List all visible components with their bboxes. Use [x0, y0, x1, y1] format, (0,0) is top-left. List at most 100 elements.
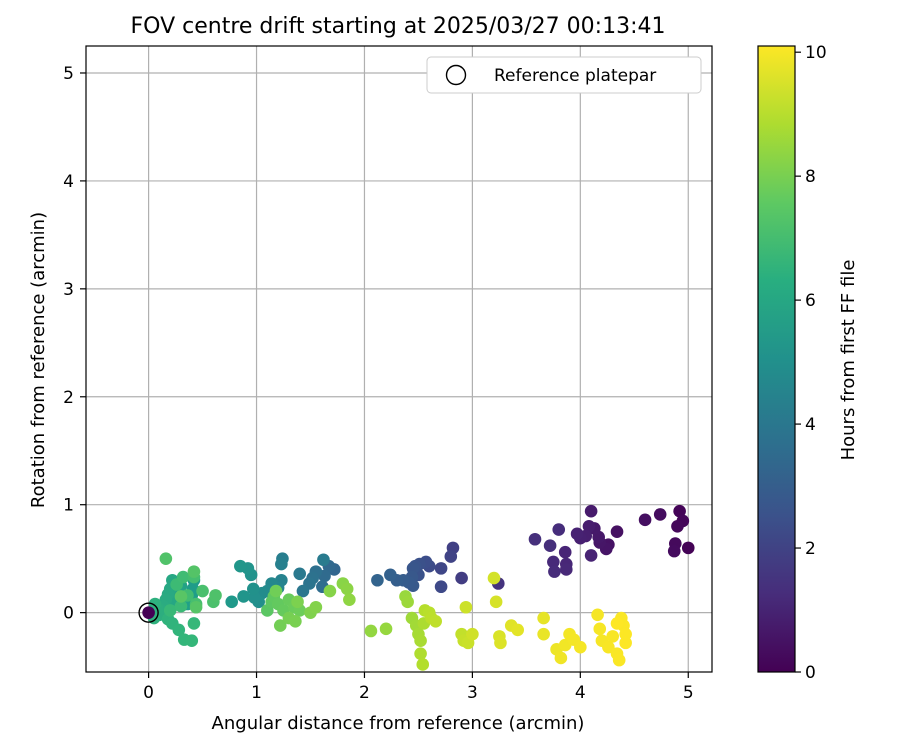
data-point — [317, 553, 330, 567]
x-axis-ticks: 0 1 2 3 4 5 — [143, 672, 694, 703]
y-axis-label: Rotation from reference (arcmin) — [28, 212, 49, 508]
data-point — [209, 589, 222, 602]
data-point — [414, 647, 427, 660]
data-point — [343, 593, 356, 606]
data-point — [489, 595, 503, 609]
data-point — [444, 550, 458, 563]
data-point — [602, 640, 615, 654]
data-point — [537, 627, 550, 641]
colorbar: 0 2 4 6 8 10 Hours from first FF file — [757, 43, 859, 683]
data-point — [552, 523, 566, 536]
data-point — [584, 504, 598, 518]
data-point — [548, 565, 561, 578]
y-tick-label: 2 — [63, 388, 74, 408]
data-point — [543, 539, 557, 553]
data-point — [610, 617, 624, 630]
reference-point-fill — [142, 606, 155, 619]
data-point — [159, 552, 173, 565]
legend: Reference platepar — [426, 56, 702, 94]
data-point — [289, 614, 302, 628]
data-point — [619, 636, 632, 650]
data-point — [371, 573, 384, 587]
legend-box — [426, 56, 702, 94]
data-point — [584, 549, 598, 562]
data-point — [681, 541, 695, 555]
data-point — [559, 563, 573, 576]
legend-entry-reference: Reference platepar — [494, 66, 656, 86]
y-tick-label: 1 — [63, 496, 74, 516]
data-point — [401, 595, 414, 609]
data-point — [606, 630, 620, 643]
data-point — [619, 627, 632, 641]
x-tick-label: 2 — [359, 683, 370, 703]
colorbar-tick-label: 6 — [805, 291, 816, 311]
data-point — [671, 519, 684, 533]
grid-lines — [86, 46, 712, 672]
data-point — [582, 519, 596, 533]
data-point — [511, 623, 525, 637]
data-point — [323, 584, 337, 598]
y-axis-ticks: 0 1 2 3 4 5 — [63, 64, 86, 624]
data-point — [466, 627, 479, 641]
data-point — [554, 651, 568, 665]
data-point — [574, 640, 587, 654]
data-point — [494, 636, 507, 650]
data-point — [384, 568, 397, 582]
data-point — [225, 595, 239, 609]
data-point — [189, 600, 203, 614]
data-point — [187, 617, 201, 630]
data-point — [174, 590, 188, 603]
y-tick-label: 4 — [63, 172, 74, 192]
x-axis-label: Angular distance from reference (arcmin) — [212, 713, 585, 734]
colorbar-ticks: 0 2 4 6 8 10 — [795, 43, 827, 683]
y-tick-label: 3 — [63, 280, 74, 300]
colorbar-tick-label: 0 — [805, 663, 816, 683]
data-point — [570, 527, 584, 541]
data-point — [340, 582, 354, 596]
data-point — [185, 634, 199, 647]
data-point — [269, 584, 283, 598]
x-tick-label: 0 — [143, 683, 154, 703]
data-point — [434, 580, 448, 594]
data-point — [172, 623, 186, 637]
data-point — [429, 614, 442, 628]
data-point — [148, 597, 162, 611]
colorbar-gradient — [757, 45, 796, 673]
data-point — [459, 600, 473, 614]
x-tick-label: 3 — [467, 683, 478, 703]
data-point — [364, 624, 378, 638]
data-point — [293, 567, 307, 581]
data-point — [273, 619, 287, 632]
data-point — [187, 565, 201, 578]
x-tick-label: 5 — [683, 683, 694, 703]
data-point — [591, 608, 604, 622]
data-point — [275, 557, 288, 571]
data-point — [246, 582, 260, 596]
reference-marker-layer — [138, 602, 159, 623]
data-point — [528, 532, 542, 546]
data-point — [416, 658, 430, 671]
data-point — [434, 562, 448, 575]
data-point — [296, 584, 310, 598]
legend-marker-reference — [445, 64, 467, 86]
data-point — [610, 525, 624, 538]
colorbar-label: Hours from first FF file — [838, 260, 859, 461]
data-point — [455, 571, 468, 585]
data-point — [174, 599, 188, 613]
data-point — [379, 622, 393, 636]
data-point — [667, 544, 681, 558]
data-point — [237, 590, 250, 603]
data-point — [414, 634, 427, 647]
x-tick-label: 1 — [251, 683, 262, 703]
data-point — [234, 559, 247, 573]
data-point — [487, 571, 501, 585]
plot-area-frame — [85, 45, 713, 673]
data-point — [653, 508, 667, 521]
data-point — [291, 595, 304, 609]
y-tick-label: 0 — [63, 604, 74, 624]
data-point — [612, 653, 626, 667]
data-point — [309, 600, 323, 614]
colorbar-tick-label: 4 — [805, 415, 816, 435]
colorbar-tick-label: 10 — [805, 43, 827, 63]
